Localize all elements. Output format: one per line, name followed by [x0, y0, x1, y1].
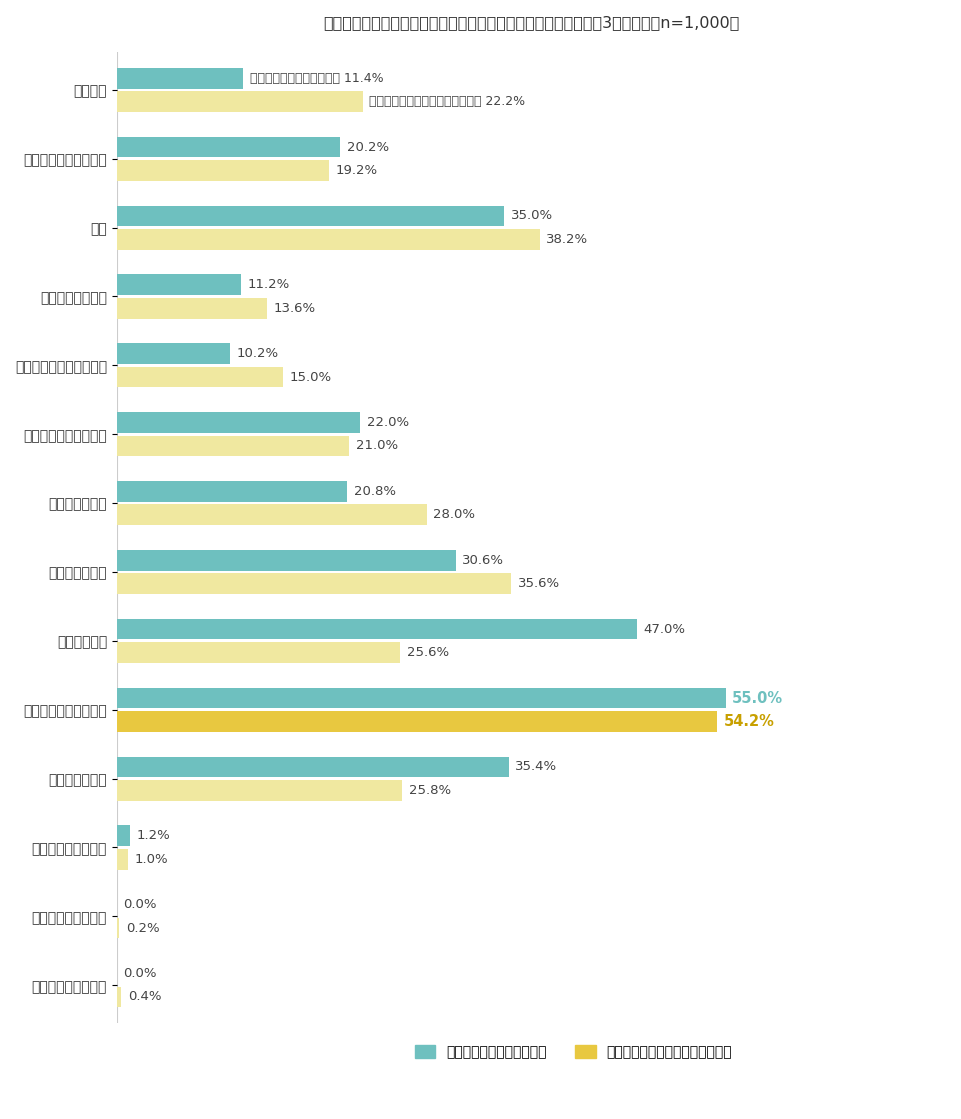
Text: 54.2%: 54.2% — [723, 714, 774, 728]
Bar — [116, 229, 539, 250]
Bar — [116, 711, 716, 732]
Bar — [116, 412, 360, 433]
Text: 10.2%: 10.2% — [236, 347, 279, 360]
Text: 15.0%: 15.0% — [289, 370, 332, 384]
Text: 28.0%: 28.0% — [433, 508, 475, 521]
Text: 25.6%: 25.6% — [407, 646, 449, 659]
Title: コロナ禍での部下のマネジメントにおけるもっとも大きな課題（3つ選択）（n=1,000）: コロナ禍での部下のマネジメントにおけるもっとも大きな課題（3つ選択）（n=1,0… — [324, 15, 739, 30]
Bar — [116, 688, 725, 708]
Text: 1.2%: 1.2% — [136, 829, 170, 843]
Text: 11.2%: 11.2% — [247, 279, 289, 291]
Bar — [116, 344, 230, 364]
Text: 19.2%: 19.2% — [335, 164, 378, 177]
Bar — [116, 92, 362, 112]
Bar — [116, 549, 456, 571]
Bar — [116, 780, 402, 801]
Text: 35.4%: 35.4% — [515, 761, 556, 773]
Text: 38.2%: 38.2% — [546, 233, 588, 246]
Bar — [116, 987, 121, 1007]
Bar — [116, 435, 349, 457]
Text: 35.6%: 35.6% — [517, 577, 559, 590]
Text: 55.0%: 55.0% — [731, 690, 782, 705]
Text: 21.0%: 21.0% — [356, 440, 398, 452]
Text: 20.8%: 20.8% — [354, 485, 395, 498]
Bar — [116, 68, 243, 88]
Bar — [116, 367, 283, 387]
Text: テレワーク中心のチームの管理職 22.2%: テレワーク中心のチームの管理職 22.2% — [369, 95, 525, 109]
Bar — [116, 206, 504, 226]
Bar — [116, 849, 128, 869]
Bar — [116, 298, 267, 319]
Bar — [116, 505, 427, 525]
Text: 0.0%: 0.0% — [123, 899, 157, 911]
Text: 25.8%: 25.8% — [408, 783, 451, 797]
Bar — [116, 642, 400, 662]
Text: 0.0%: 0.0% — [123, 967, 157, 980]
Text: 13.6%: 13.6% — [274, 302, 316, 314]
Text: 0.2%: 0.2% — [126, 922, 160, 934]
Bar — [116, 918, 119, 939]
Text: 出社中心のチームの管理職 11.4%: 出社中心のチームの管理職 11.4% — [250, 72, 382, 85]
Bar — [116, 137, 340, 158]
Text: 0.4%: 0.4% — [128, 990, 161, 1004]
Text: 30.6%: 30.6% — [461, 554, 504, 567]
Text: 47.0%: 47.0% — [643, 622, 685, 636]
Text: 22.0%: 22.0% — [366, 416, 408, 429]
Bar — [116, 756, 508, 778]
Bar — [116, 481, 347, 501]
Bar — [116, 160, 329, 181]
Bar — [116, 826, 130, 846]
Bar — [116, 619, 636, 639]
Bar — [116, 274, 240, 295]
Text: 1.0%: 1.0% — [135, 853, 168, 866]
Legend: 出社中心のチームの管理職, テレワーク中心のチームの管理職: 出社中心のチームの管理職, テレワーク中心のチームの管理職 — [408, 1040, 737, 1064]
Text: 35.0%: 35.0% — [510, 209, 553, 223]
Bar — [116, 573, 510, 594]
Text: 20.2%: 20.2% — [347, 141, 389, 153]
